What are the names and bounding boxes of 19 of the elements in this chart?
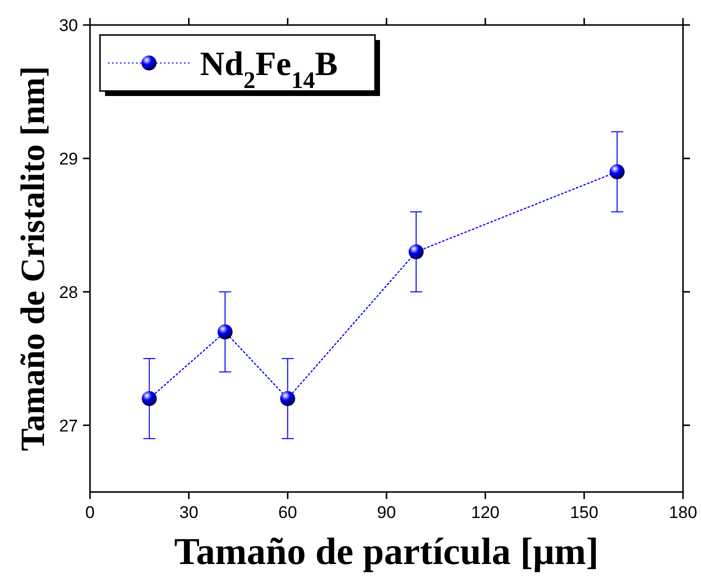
- point: [218, 324, 233, 340]
- x-axis-title: Tamaño de partícula [μm]: [174, 531, 599, 573]
- x-tick-label: 150: [570, 503, 598, 522]
- point: [142, 391, 157, 406]
- y-tick-label: 28: [59, 282, 78, 302]
- x-tick-label: 90: [377, 503, 396, 522]
- x-tick-label: 60: [278, 503, 298, 522]
- legend-label: Nd$_{2}$Fe$_{14}$B: [200, 46, 338, 94]
- y-tick-label: 30: [59, 16, 78, 35]
- point: [610, 164, 625, 180]
- x-tick-label: 30: [179, 503, 198, 522]
- y-tick-label: 27: [59, 416, 78, 436]
- y-axis-title: Tamaño de Cristalito [nm]: [15, 66, 52, 452]
- x-tick-label: 0: [85, 503, 95, 522]
- point: [280, 391, 296, 406]
- y-tick-label: 29: [59, 149, 78, 168]
- x-tick-label: 120: [471, 503, 500, 522]
- x-tick-label: 180: [668, 503, 698, 522]
- point: [408, 244, 424, 260]
